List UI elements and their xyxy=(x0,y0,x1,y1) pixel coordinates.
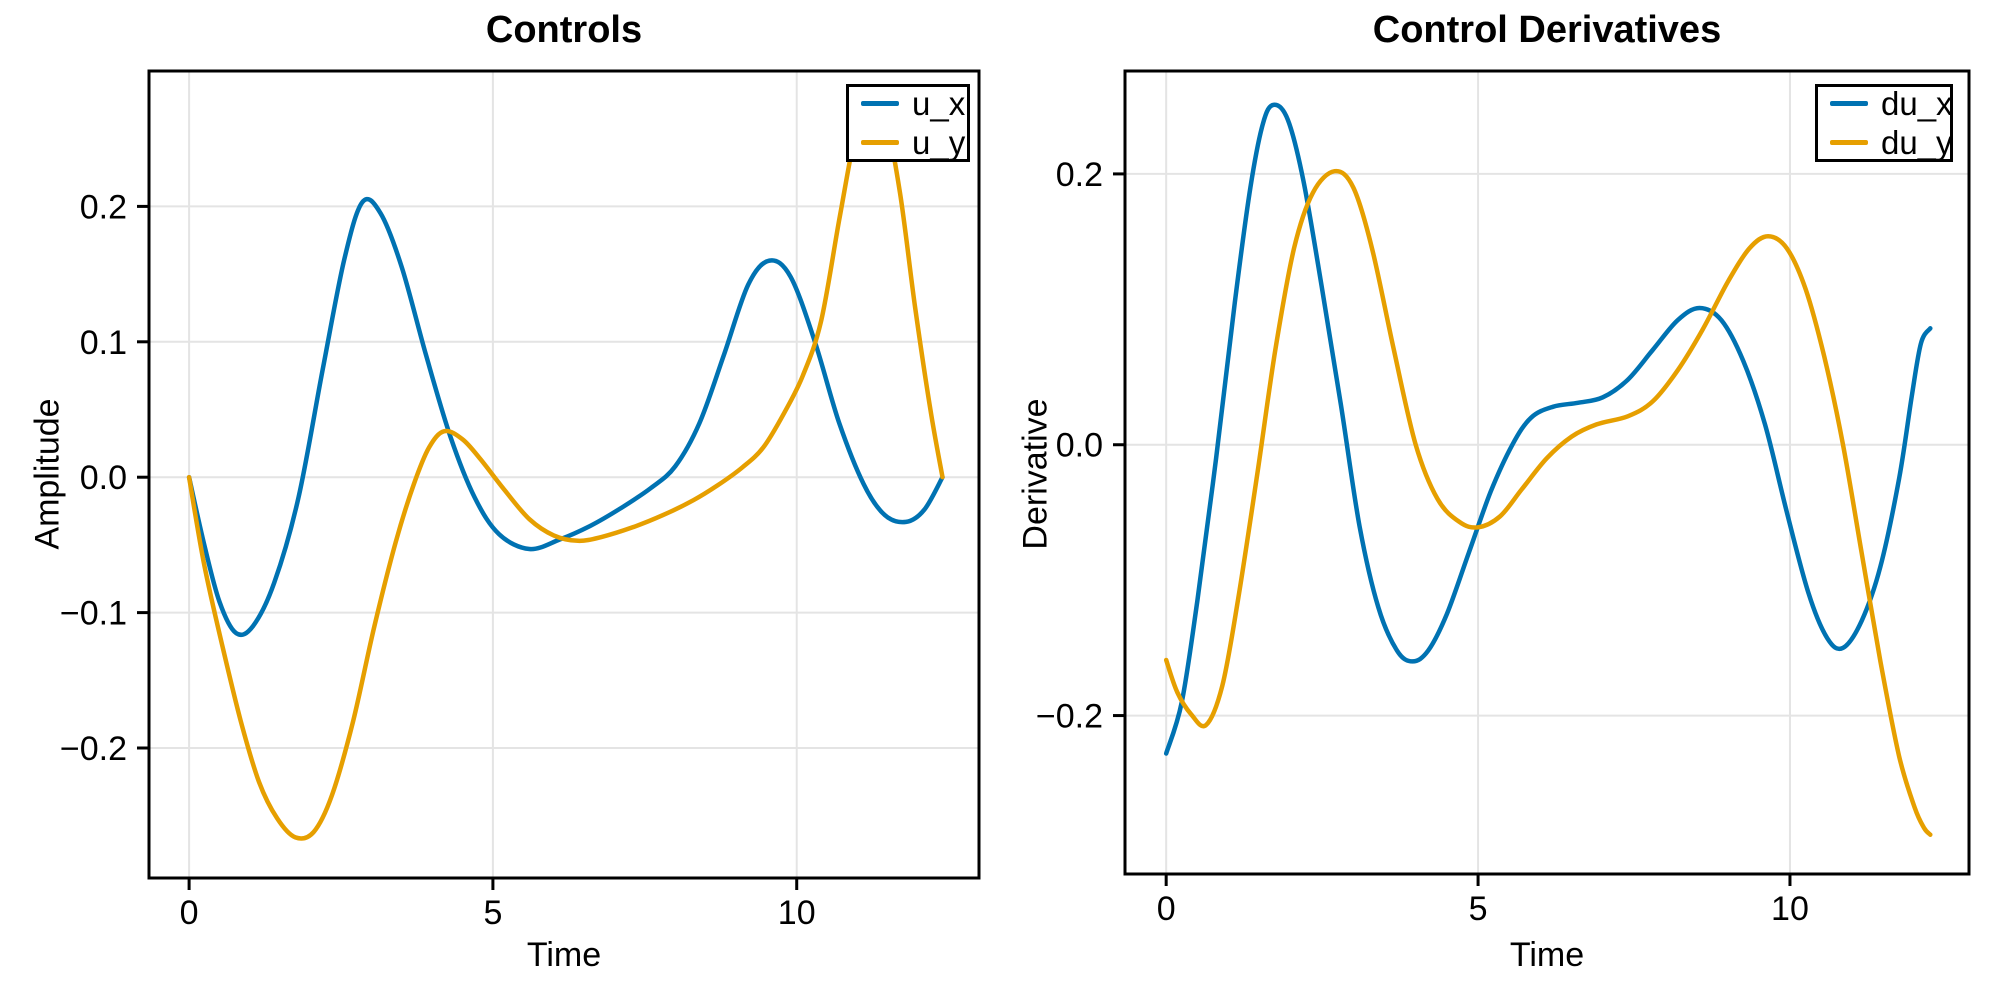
series-line-du_y xyxy=(1163,168,1933,837)
legend-label: u_x xyxy=(912,85,966,122)
legend-label: u_y xyxy=(912,124,966,161)
x-tick-label: 0 xyxy=(180,894,199,932)
y-tick-label: 0.2 xyxy=(80,188,127,226)
duy-line-swatch xyxy=(1830,140,1868,145)
x-tick-label: 5 xyxy=(483,894,502,932)
derivatives-plot-area: 0 5 10 0.2 0.0 −0.2 xyxy=(1036,69,1971,928)
dux-line-swatch xyxy=(1830,101,1868,106)
y-tick-label: 0.0 xyxy=(80,459,127,497)
y-tick-label: 0.0 xyxy=(1056,427,1103,465)
x-tick-label: 10 xyxy=(778,894,816,932)
tick-labels: 0 5 10 0.2 0.0 −0.2 xyxy=(1036,156,1809,928)
x-tick-label: 5 xyxy=(1469,890,1488,928)
gridlines xyxy=(1125,71,1969,874)
series-line-u_x xyxy=(186,196,945,638)
axes-frame xyxy=(147,69,981,880)
y-tick-label: −0.1 xyxy=(60,595,127,633)
controls-plot-area: 0 5 10 0.2 0.1 0.0 −0.1 −0.2 xyxy=(60,69,981,932)
legend-entry: u_y xyxy=(861,126,965,159)
controls-legend: u_x u_y xyxy=(846,84,970,162)
tick-marks xyxy=(137,204,799,890)
derivatives-legend: du_x du_y xyxy=(1815,84,1953,162)
x-tick-label: 10 xyxy=(1771,890,1809,928)
x-tick-label: 0 xyxy=(1157,890,1176,928)
controls-y-axis-label: Amplitude xyxy=(28,398,67,550)
axes-frame xyxy=(1123,69,1971,876)
series-line-u_y xyxy=(186,88,945,841)
ux-line-swatch xyxy=(861,101,899,106)
derivatives-plot-title: Control Derivatives xyxy=(1372,9,1722,51)
legend-entry: du_y xyxy=(1830,126,1953,159)
y-tick-label: −0.2 xyxy=(60,730,127,768)
controls-x-axis-label: Time xyxy=(526,936,602,974)
legend-entry: u_x xyxy=(861,87,965,120)
y-tick-label: 0.2 xyxy=(1056,156,1103,194)
derivatives-x-axis-label: Time xyxy=(1509,936,1585,974)
gridlines xyxy=(149,71,979,878)
series-line-du_x xyxy=(1163,102,1933,756)
derivatives-y-axis-label: Derivative xyxy=(1016,398,1055,550)
legend-label: du_y xyxy=(1881,124,1953,161)
tick-marks xyxy=(1113,172,1792,886)
y-tick-label: 0.1 xyxy=(80,324,127,362)
controls-plot-title: Controls xyxy=(485,9,643,51)
tick-labels: 0 5 10 0.2 0.1 0.0 −0.1 −0.2 xyxy=(60,188,816,932)
legend-entry: du_x xyxy=(1830,87,1953,120)
uy-line-swatch xyxy=(861,140,899,145)
y-tick-label: −0.2 xyxy=(1036,698,1103,736)
legend-label: du_x xyxy=(1881,85,1953,122)
